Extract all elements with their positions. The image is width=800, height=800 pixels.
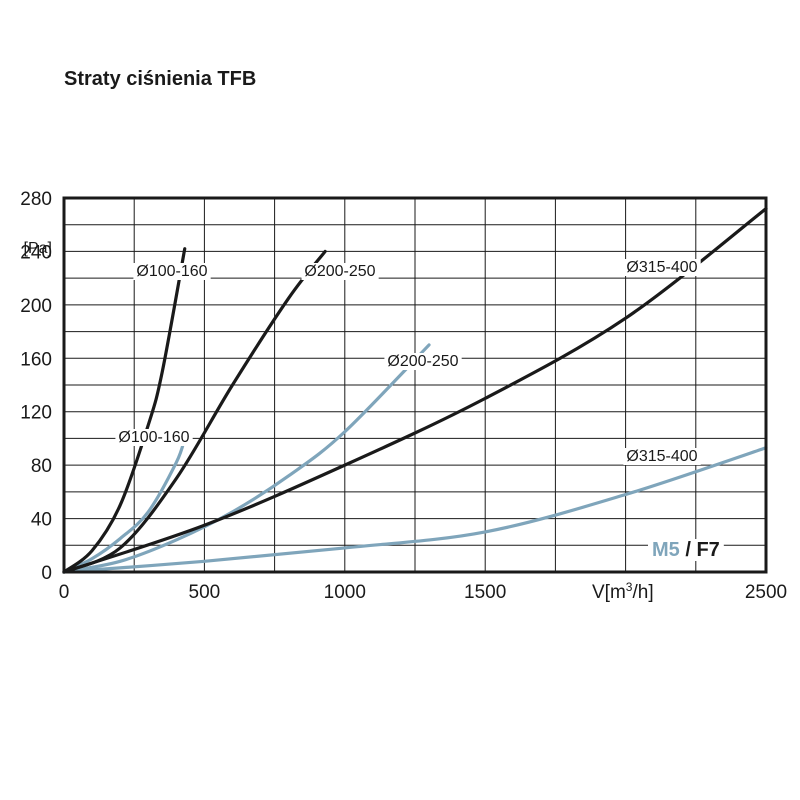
curves: [62, 207, 768, 574]
x-tick-label: 2500: [745, 582, 787, 603]
y-axis-label: [Pa]: [24, 240, 52, 257]
y-tick-label: 40: [31, 510, 52, 531]
x-tick-label: 1500: [464, 582, 506, 603]
curve-f7-0: [62, 247, 187, 574]
curve-label-background: [384, 353, 462, 370]
plot-frame: [62, 196, 768, 574]
x-tick-label: 0: [59, 582, 70, 603]
y-tick-label: 280: [20, 189, 52, 210]
x-axis-label: V[m3/h]: [592, 580, 654, 603]
grid: [64, 198, 766, 572]
curve-label-background: [301, 263, 379, 280]
y-tick-label: 0: [41, 563, 52, 584]
y-tick-label: 120: [20, 403, 52, 424]
curve-label-f7-1: Ø200-250: [304, 263, 375, 280]
curve-f7-2: [62, 207, 768, 574]
curve-m5-5: [62, 446, 768, 574]
chart-title: Straty ciśnienia TFB: [64, 68, 257, 90]
curve-f7-1: [62, 249, 327, 574]
curve-label-m5-4: Ø200-250: [387, 353, 458, 370]
y-tick-label: 240: [20, 242, 52, 263]
x-axis-label-tail: /h]: [632, 582, 653, 603]
curve-label-f7-0: Ø100-160: [136, 263, 207, 280]
y-tick-label: 160: [20, 349, 52, 370]
x-axis-label-superscript: 3: [626, 580, 633, 594]
x-axis-label-base: V[m: [592, 582, 626, 603]
legend-f7: F7: [696, 539, 719, 561]
curve-label-background: [115, 429, 193, 446]
legend-separator: /: [680, 539, 697, 561]
legend-background: [648, 539, 724, 561]
curve-label-m5-5: Ø315-400: [626, 448, 697, 465]
x-tick-label: 1000: [324, 582, 366, 603]
x-tick-label: 500: [189, 582, 221, 603]
curve-labels: Ø100-160 Ø200-250 Ø315-400 Ø100-160 Ø200-250…: [115, 259, 701, 465]
legend-m5: M5: [652, 539, 680, 561]
curve-label-background: [623, 259, 701, 276]
curve-label-background: [133, 263, 211, 280]
curve-label-background: [623, 448, 701, 465]
curve-m5-3: [62, 436, 187, 574]
curve-label-f7-2: Ø315-400: [626, 259, 697, 276]
legend: M5 / F7: [652, 539, 720, 561]
tick-labels: 0 500 1000 1500 2500 0 40 80 120 160 200 240 280: [20, 189, 787, 603]
curve-m5-4: [62, 343, 431, 574]
y-tick-label: 200: [20, 296, 52, 317]
y-tick-label: 80: [31, 456, 52, 477]
curve-label-m5-3: Ø100-160: [118, 429, 189, 446]
